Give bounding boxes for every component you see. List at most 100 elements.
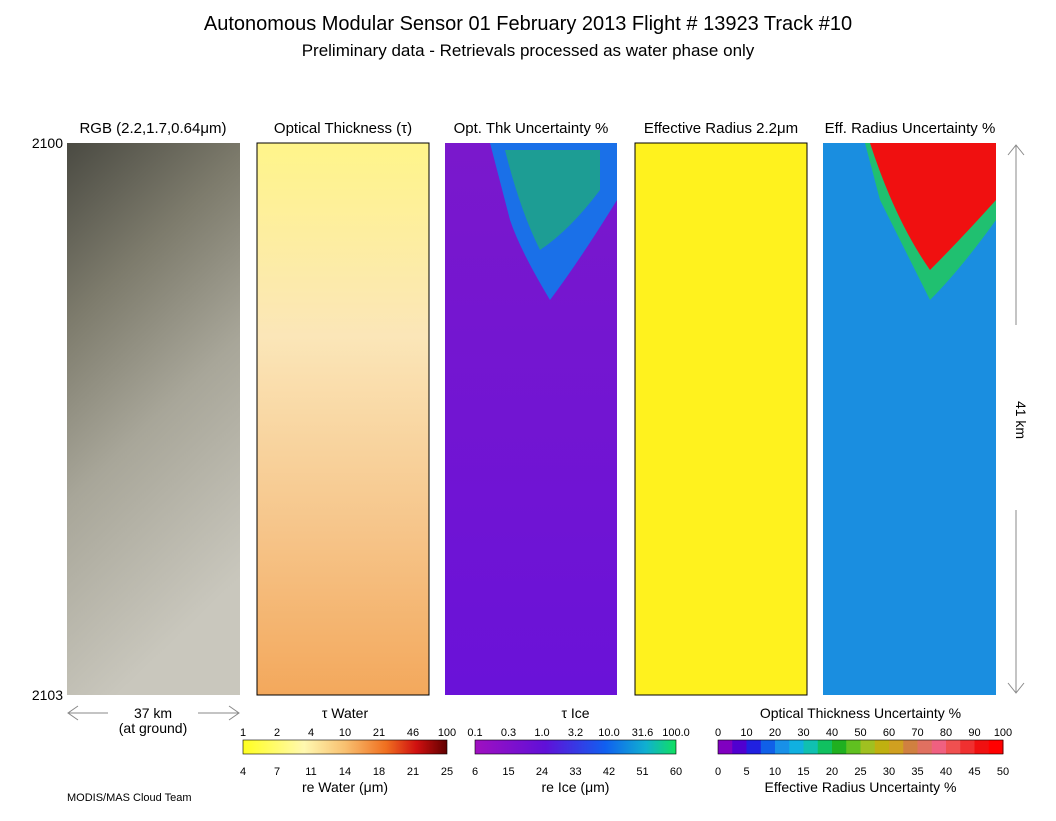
re-unc-patch <box>870 143 996 270</box>
credit: MODIS/MAS Cloud Team <box>67 792 192 804</box>
colorbar-label: 15 <box>797 766 809 778</box>
colorbar-label: 10 <box>769 766 781 778</box>
colorbar <box>475 740 676 754</box>
colorbar <box>243 740 447 754</box>
colorbar-cell <box>903 740 918 754</box>
colorbar-frame <box>242 739 448 755</box>
colorbar-label: 60 <box>670 766 682 778</box>
colorbar-label: 3.2 <box>568 727 583 739</box>
colorbar-cell <box>988 740 1004 754</box>
colorbar-label: 35 <box>911 766 923 778</box>
colorbar-cell <box>746 740 762 754</box>
colorbar-label: 20 <box>769 727 781 739</box>
tau-image <box>256 142 430 696</box>
colorbar-label: 24 <box>536 766 548 778</box>
colorbar-label: 10.0 <box>598 727 619 739</box>
colorbar-label: 4 <box>308 727 314 739</box>
colorbar-label: 2 <box>274 727 280 739</box>
colorbar-cell <box>874 740 890 754</box>
rgb-image <box>67 143 240 695</box>
panel-title: Optical Thickness (τ) <box>274 120 412 137</box>
colorbar-cell <box>832 740 847 754</box>
colorbar-title: Effective Radius Uncertainty % <box>765 779 957 795</box>
subtitle: Preliminary data - Retrievals processed … <box>302 41 755 60</box>
colorbar-label: 100 <box>994 727 1012 739</box>
colorbar-cell <box>946 740 961 754</box>
colorbar-cell <box>817 740 833 754</box>
colorbar-label: 50 <box>854 727 866 739</box>
colorbar-label: 10 <box>339 727 351 739</box>
colorbar-label: 51 <box>636 766 648 778</box>
colorbar-label: 0.3 <box>501 727 516 739</box>
colorbar-label: 50 <box>997 766 1009 778</box>
colorbar-label: 45 <box>968 766 980 778</box>
title: Autonomous Modular Sensor 01 February 20… <box>204 13 852 35</box>
tau-unc-patch <box>505 150 600 250</box>
colorbar-label: 100 <box>438 727 456 739</box>
colorbar-cell <box>846 740 861 754</box>
colorbar-cell <box>974 740 990 754</box>
colorbar-cell <box>718 740 733 754</box>
colorbar-label: 42 <box>603 766 615 778</box>
colorbar-label: 33 <box>569 766 581 778</box>
re-image <box>634 142 808 696</box>
colorbar-cell <box>931 740 947 754</box>
panel-title: RGB (2.2,1.7,0.64μm) <box>79 120 226 137</box>
colorbar-label: 5 <box>743 766 749 778</box>
colorbar-title: Optical Thickness Uncertainty % <box>760 705 961 721</box>
panel-title: Opt. Thk Uncertainty % <box>454 120 609 137</box>
colorbar-label: 70 <box>911 727 923 739</box>
cross-track: 37 km <box>134 705 172 721</box>
colorbar-cell <box>775 740 790 754</box>
colorbar-label: 4 <box>240 766 246 778</box>
colorbar-label: 25 <box>441 766 453 778</box>
time-start: 2100 <box>32 135 63 151</box>
colorbar-label: 60 <box>883 727 895 739</box>
colorbar-frame <box>474 739 677 755</box>
colorbar-label: 80 <box>940 727 952 739</box>
colorbar-label: 1.0 <box>534 727 549 739</box>
colorbar-label: 100.0 <box>662 727 690 739</box>
colorbar-label: 90 <box>968 727 980 739</box>
colorbar-cell <box>732 740 747 754</box>
colorbar-label: 14 <box>339 766 351 778</box>
colorbar-frame <box>717 739 1004 755</box>
colorbar-label: 10 <box>740 727 752 739</box>
colorbar-label: 7 <box>274 766 280 778</box>
cross-track-note: (at ground) <box>119 720 187 736</box>
colorbar-label: 11 <box>305 766 316 778</box>
colorbar-title: re Ice (μm) <box>542 779 610 795</box>
colorbar-label: 21 <box>373 727 385 739</box>
colorbar-cell <box>803 740 819 754</box>
colorbar-title: τ Water <box>322 705 369 721</box>
colorbar-cell <box>789 740 804 754</box>
colorbar-cell <box>960 740 975 754</box>
colorbar-label: 40 <box>826 727 838 739</box>
scale-arrows <box>67 144 1025 721</box>
colorbar-label: 46 <box>407 727 419 739</box>
colorbar-label: 30 <box>883 766 895 778</box>
colorbar-title: τ Ice <box>561 705 589 721</box>
colorbar-label: 31.6 <box>632 727 653 739</box>
colorbar-label: 25 <box>854 766 866 778</box>
colorbar-label: 15 <box>502 766 514 778</box>
colorbar-label: 40 <box>940 766 952 778</box>
colorbar-label: 18 <box>373 766 385 778</box>
colorbar-cell <box>860 740 876 754</box>
colorbar-title: re Water (μm) <box>302 779 388 795</box>
colorbar-cell <box>760 740 776 754</box>
panel-title: Eff. Radius Uncertainty % <box>825 120 996 137</box>
colorbar-label: 1 <box>240 727 246 739</box>
along-track: 41 km <box>1013 401 1029 439</box>
colorbar-label: 0 <box>715 727 721 739</box>
colorbar-label: 20 <box>826 766 838 778</box>
colorbar-cell <box>917 740 933 754</box>
colorbar-cell <box>889 740 904 754</box>
panel-title: Effective Radius 2.2μm <box>644 120 798 137</box>
colorbar-label: 21 <box>407 766 419 778</box>
colorbar-label: 6 <box>472 766 478 778</box>
time-end: 2103 <box>32 687 63 703</box>
colorbar-label: 30 <box>797 727 809 739</box>
colorbar-label: 0 <box>715 766 721 778</box>
